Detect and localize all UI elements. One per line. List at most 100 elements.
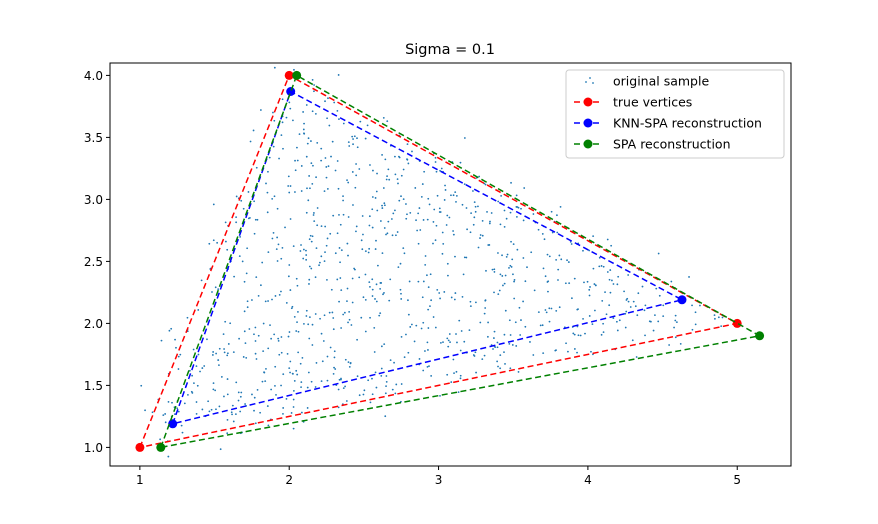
sample-point [358, 276, 361, 279]
sample-point [644, 334, 646, 337]
sample-point [261, 380, 264, 383]
sample-point [376, 209, 379, 212]
sample-point [497, 293, 500, 296]
sample-point [380, 345, 383, 348]
sample-point [272, 232, 275, 234]
sample-point [383, 202, 386, 205]
sample-point [371, 196, 374, 198]
sample-point [360, 316, 363, 319]
sample-point [459, 377, 462, 380]
sample-point [447, 345, 450, 348]
sample-point [334, 252, 337, 255]
sample-point [532, 354, 535, 356]
sample-point [264, 300, 267, 303]
sample-point [275, 393, 277, 396]
sample-point [444, 189, 447, 191]
sample-point [576, 351, 578, 354]
sample-point [402, 168, 405, 171]
sample-point [616, 283, 619, 286]
sample-point [469, 231, 472, 234]
sample-point [339, 277, 342, 279]
sample-point [356, 338, 358, 341]
sample-point [447, 339, 450, 342]
sample-point [407, 313, 410, 316]
sample-point [441, 231, 444, 234]
sample-point [484, 299, 487, 302]
sample-point [515, 345, 518, 347]
sample-point [368, 224, 371, 227]
sample-point [235, 381, 238, 384]
sample-point [325, 166, 328, 168]
sample-point [253, 333, 255, 336]
sample-point [338, 118, 340, 121]
sample-point [336, 278, 339, 281]
sample-point [600, 265, 603, 267]
sample-point [256, 218, 259, 221]
sample-point [573, 348, 576, 350]
sample-point [481, 358, 484, 361]
sample-point [371, 295, 374, 297]
sample-point [294, 159, 296, 162]
sample-point [486, 211, 488, 213]
sample-point [382, 293, 384, 296]
sample-point [177, 410, 180, 413]
sample-point [285, 397, 288, 400]
sample-point [272, 111, 274, 114]
sample-point [466, 228, 468, 231]
sample-point [311, 79, 314, 81]
spa-reconstruction-vertex [156, 442, 166, 452]
sample-point [268, 156, 271, 159]
sample-point [364, 273, 367, 276]
sample-point [430, 375, 433, 377]
sample-point [441, 252, 444, 255]
sample-point [606, 238, 609, 241]
sample-point [344, 358, 347, 361]
sample-point [657, 320, 660, 323]
sample-point [573, 277, 576, 280]
sample-point [308, 316, 311, 319]
sample-point [322, 340, 325, 342]
sample-point [442, 341, 444, 344]
sample-point [458, 319, 461, 322]
sample-point [262, 350, 265, 353]
sample-point [523, 187, 526, 189]
sample-point [398, 156, 401, 159]
sample-point [253, 232, 256, 235]
sample-point [310, 240, 313, 243]
sample-point [506, 253, 509, 256]
sample-point [427, 327, 430, 329]
sample-point [385, 380, 388, 383]
sample-point [366, 124, 369, 127]
sample-point [593, 283, 596, 285]
sample-point [316, 207, 319, 209]
sample-point [244, 403, 246, 405]
sample-point [308, 337, 311, 340]
sample-point [457, 391, 460, 394]
sample-point [463, 340, 466, 343]
sample-point [462, 273, 465, 276]
sample-point [306, 142, 309, 145]
sample-point [454, 191, 457, 194]
sample-point [364, 330, 367, 333]
sample-point [302, 128, 305, 131]
sample-point [573, 333, 576, 336]
sample-point [200, 279, 203, 282]
sample-point [355, 163, 357, 165]
sample-point [248, 328, 251, 330]
sample-point [368, 215, 371, 218]
sample-point [548, 255, 551, 258]
sample-point [331, 140, 334, 143]
sample-point [385, 178, 388, 181]
sample-point [389, 359, 392, 362]
sample-point [300, 411, 303, 414]
sample-point [492, 348, 494, 350]
sample-point [493, 291, 495, 294]
sample-point [439, 395, 441, 397]
sample-point [459, 374, 462, 377]
sample-point [334, 368, 337, 370]
sample-point [446, 262, 449, 265]
sample-point [307, 371, 310, 374]
sample-point [375, 386, 378, 389]
sample-point [140, 384, 143, 387]
sample-point [416, 229, 419, 232]
